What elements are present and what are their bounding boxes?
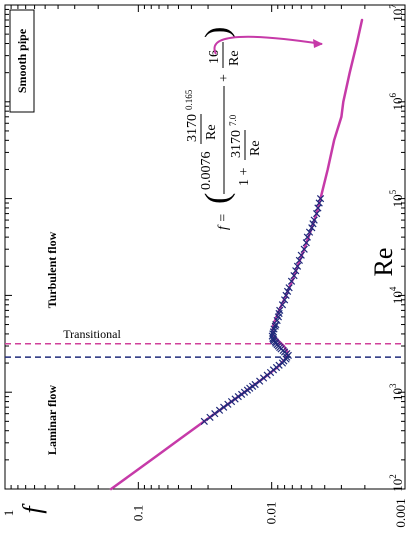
svg-text:3170: 3170 bbox=[229, 130, 244, 158]
data-point bbox=[282, 291, 290, 300]
re-axis-label: Re bbox=[369, 248, 398, 277]
svg-text:7.0: 7.0 bbox=[228, 114, 238, 126]
svg-text:Re: Re bbox=[248, 140, 263, 156]
data-point bbox=[315, 199, 323, 207]
laminar-flow-label: Laminar flow bbox=[45, 385, 59, 455]
plot-area bbox=[4, 4, 406, 490]
svg-text:): ) bbox=[199, 27, 236, 38]
f-tick-label: 0.1 bbox=[130, 505, 145, 521]
f-tick-label: 0.01 bbox=[264, 502, 279, 525]
data-point bbox=[292, 267, 300, 275]
data-point bbox=[297, 251, 305, 259]
data-point bbox=[310, 216, 318, 224]
data-point bbox=[285, 284, 293, 292]
fit-equation: f = ( 0.0076 3170 Re 0.165 1 + 3170 Re 7… bbox=[184, 27, 263, 230]
data-point bbox=[272, 320, 280, 329]
data-point bbox=[287, 277, 296, 285]
data-point bbox=[313, 209, 321, 218]
svg-text:3170: 3170 bbox=[185, 114, 200, 142]
svg-text:f =: f = bbox=[216, 213, 231, 230]
data-point bbox=[300, 245, 308, 253]
data-point bbox=[211, 410, 219, 418]
data-point bbox=[200, 417, 208, 425]
f-tick-label: 1 bbox=[1, 510, 16, 517]
svg-text:16: 16 bbox=[207, 50, 222, 64]
data-point bbox=[305, 228, 314, 236]
svg-text:1 +: 1 + bbox=[237, 168, 252, 187]
data-point bbox=[215, 406, 224, 414]
data-point bbox=[276, 306, 284, 315]
transition-lines bbox=[5, 342, 405, 358]
data-point bbox=[308, 224, 316, 232]
data-point bbox=[280, 296, 289, 304]
svg-text:Re: Re bbox=[227, 50, 242, 66]
data-point bbox=[251, 380, 259, 389]
data-point bbox=[283, 287, 292, 296]
data-point bbox=[295, 256, 303, 265]
data-point bbox=[268, 332, 276, 340]
smooth-pipe-label: Smooth pipe bbox=[9, 9, 35, 113]
data-point bbox=[234, 393, 242, 401]
data-point bbox=[293, 262, 302, 270]
f-tick-label: 0.001 bbox=[393, 498, 408, 527]
svg-text:0.165: 0.165 bbox=[184, 89, 194, 110]
measurement-series bbox=[200, 194, 325, 425]
data-point bbox=[224, 400, 232, 408]
equation-arrow bbox=[213, 35, 323, 55]
data-point bbox=[303, 233, 311, 241]
f-axis-label: f bbox=[18, 503, 47, 514]
data-point bbox=[220, 403, 228, 411]
data-point bbox=[290, 272, 298, 280]
f-tick-labels: 1 0.1 0.01 0.001 bbox=[1, 498, 408, 527]
svg-text:+: + bbox=[217, 74, 232, 82]
axis-ticks bbox=[4, 4, 406, 490]
data-point bbox=[302, 239, 310, 247]
svg-text:Smooth pipe: Smooth pipe bbox=[15, 28, 29, 93]
data-point bbox=[278, 301, 287, 309]
svg-text:(: ( bbox=[199, 193, 236, 204]
equation-arrowhead bbox=[313, 39, 323, 48]
svg-text:Re: Re bbox=[204, 124, 219, 140]
transitional-label: Transitional bbox=[63, 327, 121, 341]
data-point bbox=[206, 413, 214, 421]
data-point bbox=[316, 194, 325, 203]
turbulent-flow-label: Turbulent flow bbox=[45, 231, 59, 308]
data-point bbox=[227, 397, 236, 406]
data-point bbox=[271, 322, 279, 330]
svg-text:0.0076: 0.0076 bbox=[199, 152, 214, 191]
